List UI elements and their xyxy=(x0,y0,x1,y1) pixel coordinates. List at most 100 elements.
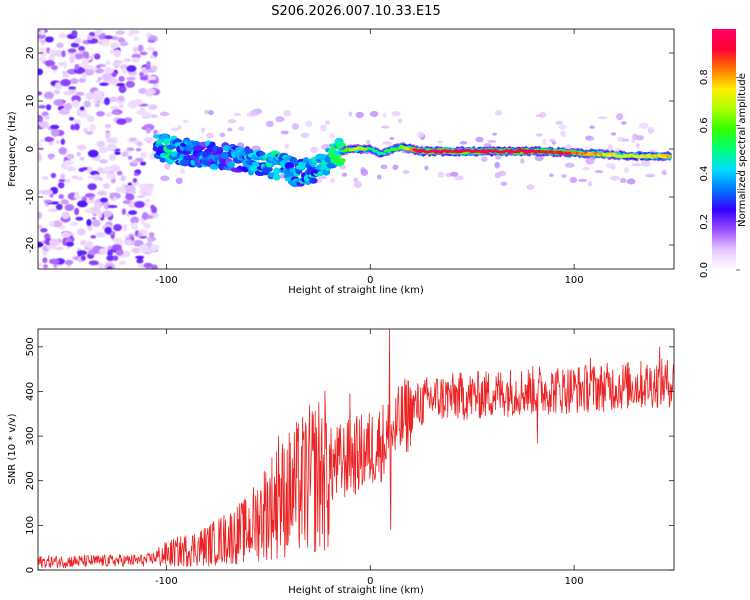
noise-blob xyxy=(49,153,54,160)
ridge-blob xyxy=(159,152,167,158)
scatter-blob xyxy=(382,141,392,145)
noise-blob xyxy=(124,185,136,193)
noise-blob xyxy=(123,58,132,62)
ridge-blob xyxy=(191,140,201,146)
scatter-blob xyxy=(585,158,595,165)
ridge-band xyxy=(386,150,392,154)
noise-blob xyxy=(118,85,127,94)
noise-blob xyxy=(50,172,57,179)
noise-blob xyxy=(122,67,128,75)
colorbar-gradient xyxy=(712,29,736,270)
noise-blob xyxy=(97,190,108,196)
noise-blob xyxy=(146,60,151,69)
ridge-band xyxy=(606,154,612,158)
noise-blob xyxy=(88,123,97,132)
noise-blob xyxy=(87,183,97,191)
noise-blob xyxy=(62,61,68,69)
noise-blob xyxy=(38,68,43,76)
scatter-blob xyxy=(275,115,285,123)
noise-blob xyxy=(105,112,112,117)
heatmap-layer xyxy=(38,29,672,269)
noise-blob xyxy=(122,200,131,204)
noise-blob xyxy=(109,164,121,172)
noise-blob xyxy=(132,159,139,164)
noise-blob xyxy=(113,49,122,58)
scatter-blob xyxy=(353,177,359,183)
noise-blob xyxy=(143,223,151,229)
noise-blob xyxy=(42,264,49,269)
noise-blob xyxy=(56,42,64,49)
scatter-blob xyxy=(284,143,290,150)
scatter-blob xyxy=(304,120,313,127)
scatter-blob xyxy=(389,136,395,141)
scatter-blob xyxy=(416,131,425,138)
ridge-band xyxy=(481,148,487,152)
scatter-blob xyxy=(623,167,630,174)
noise-blob xyxy=(131,248,141,254)
scatter-blob xyxy=(424,165,429,171)
noise-blob xyxy=(106,138,116,144)
scatter-blob xyxy=(494,109,503,116)
noise-blob xyxy=(79,106,85,111)
noise-blob xyxy=(147,75,157,82)
noise-blob xyxy=(113,223,123,232)
noise-blob xyxy=(79,156,85,161)
noise-blob xyxy=(131,181,139,186)
noise-blob xyxy=(111,244,122,251)
colorbar-tick-label: 0.4 xyxy=(699,166,710,182)
scatter-blob xyxy=(180,168,185,174)
noise-blob xyxy=(63,159,75,166)
noise-blob xyxy=(54,246,64,251)
scatter-blob xyxy=(208,109,214,116)
noise-blob xyxy=(40,227,48,233)
noise-blob xyxy=(106,143,117,152)
noise-blob xyxy=(66,166,76,172)
noise-blob xyxy=(92,97,98,105)
scatter-blob xyxy=(520,158,525,164)
noise-blob xyxy=(85,131,94,135)
noise-blob xyxy=(118,76,125,82)
noise-blob xyxy=(70,42,80,48)
noise-blob xyxy=(43,91,54,100)
scatter-blob xyxy=(204,109,210,115)
noise-blob xyxy=(58,147,68,155)
scatter-blob xyxy=(391,111,401,117)
noise-blob xyxy=(132,46,138,53)
noise-blob xyxy=(149,245,158,252)
noise-blob xyxy=(75,91,85,96)
noise-blob xyxy=(106,173,116,180)
noise-blob xyxy=(105,35,113,40)
scatter-blob xyxy=(492,132,497,136)
noise-blob xyxy=(123,239,133,245)
noise-blob xyxy=(38,91,43,96)
noise-blob xyxy=(46,137,55,142)
noise-blob xyxy=(68,116,75,121)
noise-blob xyxy=(126,147,135,152)
scatter-blob xyxy=(587,181,593,187)
scatter-blob xyxy=(638,122,649,129)
noise-blob xyxy=(141,212,149,220)
noise-blob xyxy=(133,100,143,106)
scatter-blob xyxy=(266,120,274,128)
noise-blob xyxy=(78,45,86,52)
noise-blob xyxy=(127,32,134,37)
noise-blob xyxy=(80,255,86,261)
noise-blob xyxy=(71,30,78,38)
x-tick-label: 0 xyxy=(367,576,373,587)
noise-blob xyxy=(122,224,128,232)
noise-blob xyxy=(109,77,119,86)
noise-blob xyxy=(85,208,93,213)
noise-blob xyxy=(109,97,118,102)
noise-blob xyxy=(79,239,88,246)
noise-blob xyxy=(123,234,130,239)
ridge-blob xyxy=(216,146,224,155)
noise-blob xyxy=(65,241,75,247)
noise-blob xyxy=(141,69,149,74)
scatter-blob xyxy=(610,132,617,136)
noise-blob xyxy=(57,181,65,189)
noise-blob xyxy=(110,42,119,49)
noise-blob xyxy=(143,201,149,206)
noise-blob xyxy=(54,81,63,90)
noise-blob xyxy=(58,194,64,200)
scatter-blob xyxy=(392,164,399,171)
